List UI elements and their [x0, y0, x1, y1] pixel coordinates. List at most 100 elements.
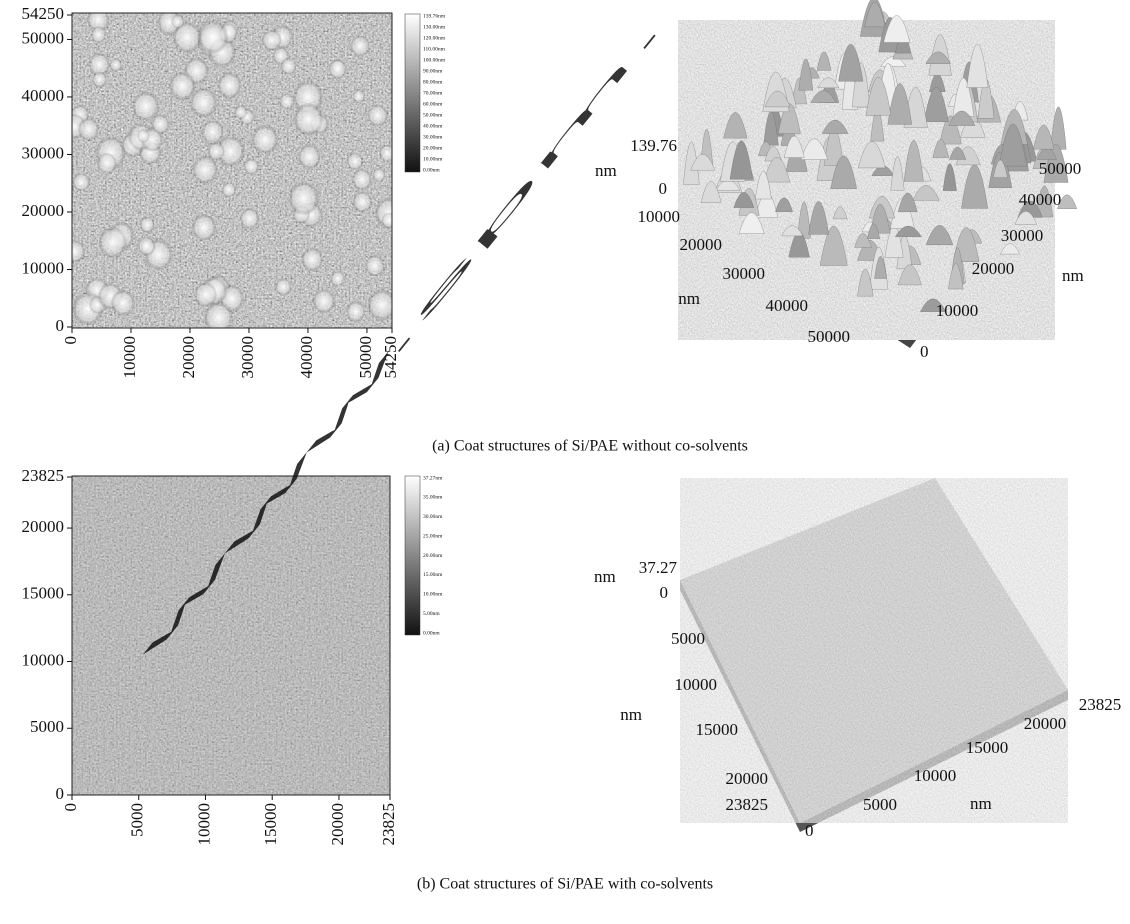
x-tick-label: 23825 [726, 795, 769, 814]
peak [967, 44, 988, 87]
x-tick-label: 30000 [723, 264, 766, 283]
x-tick-label: 10000 [120, 336, 139, 379]
colorbar-label: 110.00nm [423, 46, 446, 52]
x-tick-label: 20000 [726, 769, 769, 788]
bump [192, 155, 218, 184]
colorbar-label: 20.00nm [423, 145, 443, 151]
bump [137, 236, 155, 256]
colorbar-label: 130.00nm [423, 24, 446, 30]
x-tick-label: 40000 [297, 336, 316, 379]
z-min-label: 0 [659, 179, 668, 198]
x-tick-label: 10000 [194, 803, 213, 846]
bump [197, 19, 228, 54]
y-unit: nm [970, 794, 992, 813]
y-tick-label: 5000 [863, 795, 897, 814]
bump [279, 93, 294, 110]
bump [328, 59, 347, 80]
z-max-label: 37.27 [639, 558, 678, 577]
colorbar-label: 30.00nm [423, 134, 443, 140]
bump [353, 191, 373, 213]
y-tick-label: 40000 [22, 86, 65, 105]
colorbar-label: 10.00nm [423, 592, 443, 598]
y-tick-label: 20000 [972, 259, 1015, 278]
colorbar-label: 30.00nm [423, 514, 443, 520]
colorbar-label: 0.00nm [423, 167, 440, 173]
y-tick-label: 54250 [22, 4, 65, 23]
colorbar-label: 5.00nm [423, 611, 440, 617]
colorbar-label: 15.00nm [423, 572, 443, 578]
x-unit: nm [678, 289, 700, 308]
x-tick-label: 5000 [128, 803, 147, 837]
bump [222, 182, 236, 198]
bump [235, 105, 247, 119]
y-tick-label: 23825 [1079, 695, 1122, 714]
bump [352, 168, 372, 190]
x-tick-label: 10000 [675, 675, 718, 694]
bump [379, 144, 396, 162]
x-tick-label: 5000 [671, 629, 705, 648]
colorbar-label: 90.00nm [423, 68, 443, 74]
bump [251, 125, 278, 155]
y-tick-label: 20000 [22, 201, 65, 220]
x-tick-label: 20000 [328, 803, 347, 846]
colorbar-label: 40.00nm [423, 123, 443, 129]
bump [191, 214, 216, 241]
z-min-label: 0 [660, 583, 669, 602]
bump [140, 216, 155, 233]
bump [301, 247, 323, 271]
colorbar-label: 25.00nm [423, 533, 443, 539]
bump [169, 71, 196, 100]
bump [262, 29, 282, 51]
y-tick-label: 15000 [966, 738, 1009, 757]
bump [72, 172, 90, 191]
bump [151, 114, 169, 134]
bump [373, 168, 386, 182]
bump [381, 212, 396, 229]
bump [110, 58, 122, 71]
colorbar-label: 100.00nm [423, 57, 446, 63]
y-tick-label: 50000 [1039, 159, 1082, 178]
bump [244, 158, 260, 175]
y-tick-label: 15000 [22, 584, 65, 603]
x-tick-label: 10000 [638, 207, 681, 226]
x-tick-label: 0 [61, 336, 80, 345]
bump [347, 152, 364, 170]
y-tick-label: 10000 [914, 766, 957, 785]
bump [78, 118, 99, 141]
bump [367, 104, 388, 127]
y-tick-label: 0 [920, 342, 929, 361]
x-tick-label: 15000 [696, 720, 739, 739]
colorbar-label: 0.00nm [423, 630, 440, 636]
colorbar-label: 37.27nm [423, 475, 443, 481]
peak [1000, 244, 1019, 255]
y-tick-label: 5000 [30, 717, 64, 736]
y-unit: nm [1062, 266, 1084, 285]
bump [281, 57, 297, 75]
x-tick-label: 20000 [680, 235, 723, 254]
peak [1033, 125, 1054, 149]
colorbar-label: 139.76nm [423, 13, 446, 19]
y-tick-label: 50000 [22, 28, 65, 47]
caption: (b) Coat structures of Si/PAE with co-so… [417, 876, 713, 893]
bump [97, 152, 117, 174]
bump [350, 35, 370, 57]
caption: (a) Coat structures of Si/PAE without co… [432, 438, 748, 455]
bump [194, 282, 217, 308]
bump [240, 208, 260, 230]
peak [817, 52, 831, 71]
colorbar-label: 50.00nm [423, 112, 443, 118]
y-tick-label: 10000 [936, 301, 979, 320]
y-tick-label: 0 [56, 784, 65, 803]
peak [799, 59, 813, 90]
peak [724, 112, 748, 138]
bump [111, 289, 135, 316]
figure: 0100002000030000400005000054250010000200… [0, 0, 1130, 924]
y-tick-label: 20000 [22, 517, 65, 536]
x-tick-label: 20000 [179, 336, 198, 379]
bump [312, 289, 335, 314]
bump [293, 103, 324, 137]
shade [72, 476, 390, 795]
z-unit: nm [594, 567, 616, 586]
y-tick-label: 10000 [22, 258, 65, 277]
colorbar [405, 14, 420, 172]
